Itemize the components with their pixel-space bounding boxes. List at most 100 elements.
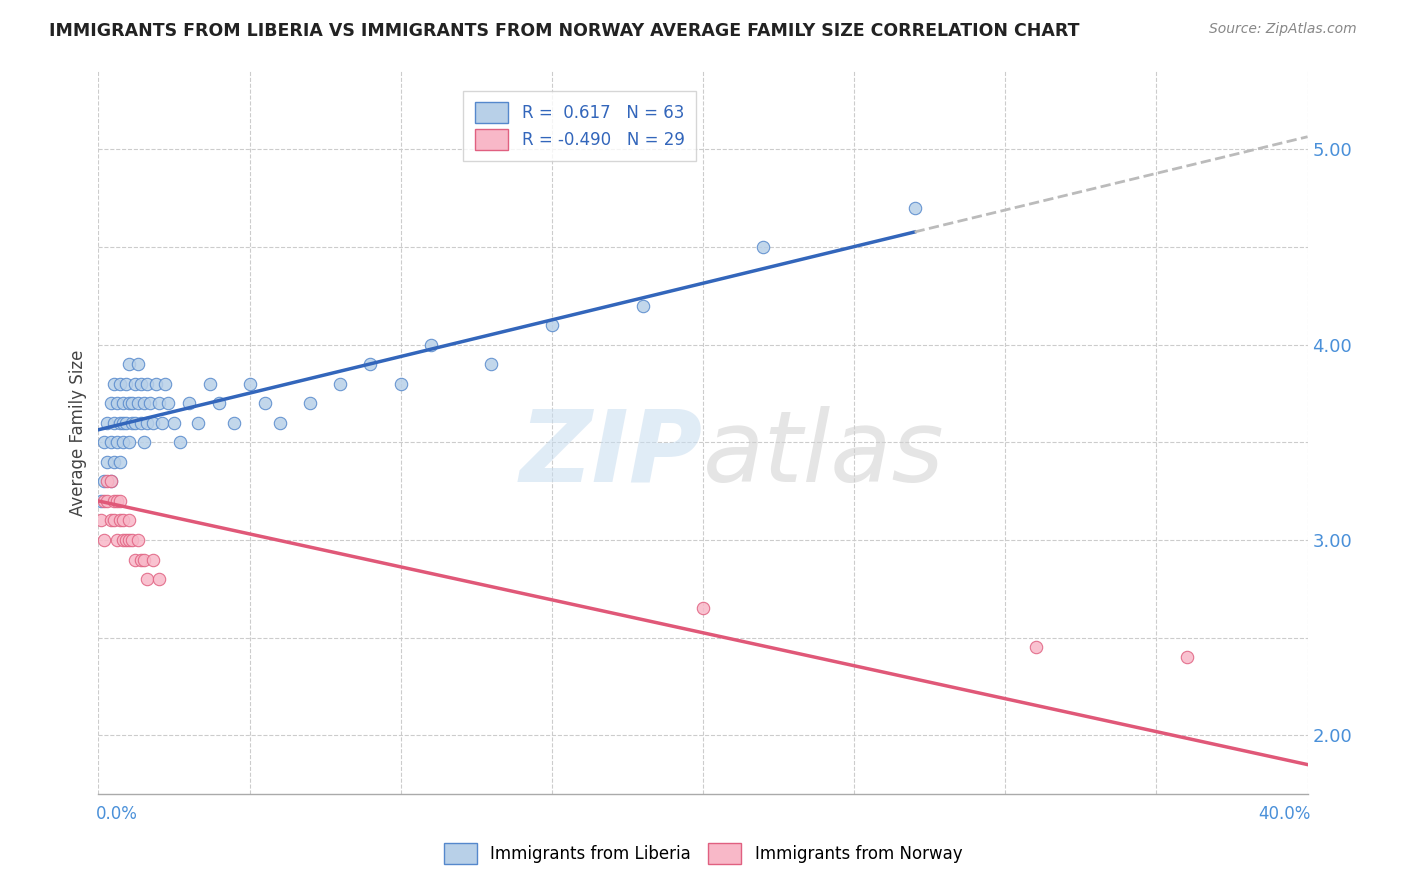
- Point: [127, 396, 149, 410]
- Point: [299, 396, 322, 410]
- Point: [103, 514, 125, 528]
- Point: [481, 357, 503, 371]
- Point: [142, 552, 165, 566]
- Point: [389, 376, 412, 391]
- Point: [360, 357, 382, 371]
- Point: [111, 514, 134, 528]
- Point: [111, 435, 134, 450]
- Point: [420, 337, 443, 351]
- Point: [904, 201, 927, 215]
- Point: [148, 572, 170, 586]
- Point: [121, 416, 143, 430]
- Point: [96, 475, 118, 489]
- Text: 40.0%: 40.0%: [1258, 805, 1310, 823]
- Legend: Immigrants from Liberia, Immigrants from Norway: Immigrants from Liberia, Immigrants from…: [437, 837, 969, 871]
- Point: [111, 416, 134, 430]
- Point: [132, 552, 155, 566]
- Point: [132, 435, 155, 450]
- Point: [105, 396, 128, 410]
- Point: [208, 396, 231, 410]
- Point: [135, 376, 157, 391]
- Point: [90, 494, 112, 508]
- Point: [148, 396, 170, 410]
- Point: [93, 475, 115, 489]
- Point: [111, 533, 134, 547]
- Point: [118, 396, 141, 410]
- Point: [114, 376, 136, 391]
- Point: [100, 475, 122, 489]
- Point: [118, 357, 141, 371]
- Point: [96, 416, 118, 430]
- Point: [142, 416, 165, 430]
- Point: [118, 435, 141, 450]
- Text: Source: ZipAtlas.com: Source: ZipAtlas.com: [1209, 22, 1357, 37]
- Point: [692, 601, 714, 615]
- Point: [93, 533, 115, 547]
- Point: [169, 435, 191, 450]
- Point: [90, 514, 112, 528]
- Point: [96, 455, 118, 469]
- Point: [135, 572, 157, 586]
- Text: 0.0%: 0.0%: [96, 805, 138, 823]
- Point: [96, 494, 118, 508]
- Point: [108, 416, 131, 430]
- Point: [121, 533, 143, 547]
- Point: [153, 376, 176, 391]
- Point: [121, 396, 143, 410]
- Point: [179, 396, 201, 410]
- Y-axis label: Average Family Size: Average Family Size: [69, 350, 87, 516]
- Point: [103, 376, 125, 391]
- Point: [108, 514, 131, 528]
- Point: [118, 514, 141, 528]
- Point: [1175, 650, 1198, 665]
- Point: [114, 416, 136, 430]
- Text: atlas: atlas: [703, 406, 945, 503]
- Point: [108, 494, 131, 508]
- Point: [150, 416, 173, 430]
- Point: [103, 494, 125, 508]
- Point: [540, 318, 562, 333]
- Point: [631, 299, 654, 313]
- Point: [239, 376, 262, 391]
- Point: [103, 416, 125, 430]
- Point: [145, 376, 167, 391]
- Point: [752, 240, 775, 254]
- Point: [124, 552, 146, 566]
- Point: [103, 455, 125, 469]
- Point: [105, 435, 128, 450]
- Point: [108, 376, 131, 391]
- Point: [127, 533, 149, 547]
- Text: ZIP: ZIP: [520, 406, 703, 503]
- Point: [93, 435, 115, 450]
- Point: [139, 396, 162, 410]
- Point: [111, 396, 134, 410]
- Point: [118, 533, 141, 547]
- Text: IMMIGRANTS FROM LIBERIA VS IMMIGRANTS FROM NORWAY AVERAGE FAMILY SIZE CORRELATIO: IMMIGRANTS FROM LIBERIA VS IMMIGRANTS FR…: [49, 22, 1080, 40]
- Point: [124, 416, 146, 430]
- Point: [129, 416, 152, 430]
- Point: [100, 514, 122, 528]
- Point: [132, 396, 155, 410]
- Point: [105, 533, 128, 547]
- Point: [224, 416, 246, 430]
- Point: [100, 396, 122, 410]
- Point: [129, 552, 152, 566]
- Point: [93, 494, 115, 508]
- Point: [253, 396, 276, 410]
- Point: [114, 533, 136, 547]
- Point: [200, 376, 222, 391]
- Point: [108, 455, 131, 469]
- Point: [135, 416, 157, 430]
- Point: [129, 376, 152, 391]
- Point: [124, 376, 146, 391]
- Point: [329, 376, 352, 391]
- Point: [163, 416, 186, 430]
- Point: [187, 416, 209, 430]
- Point: [105, 494, 128, 508]
- Point: [1024, 640, 1046, 655]
- Point: [156, 396, 179, 410]
- Point: [100, 435, 122, 450]
- Point: [127, 357, 149, 371]
- Point: [269, 416, 291, 430]
- Legend: R =  0.617   N = 63, R = -0.490   N = 29: R = 0.617 N = 63, R = -0.490 N = 29: [464, 90, 696, 161]
